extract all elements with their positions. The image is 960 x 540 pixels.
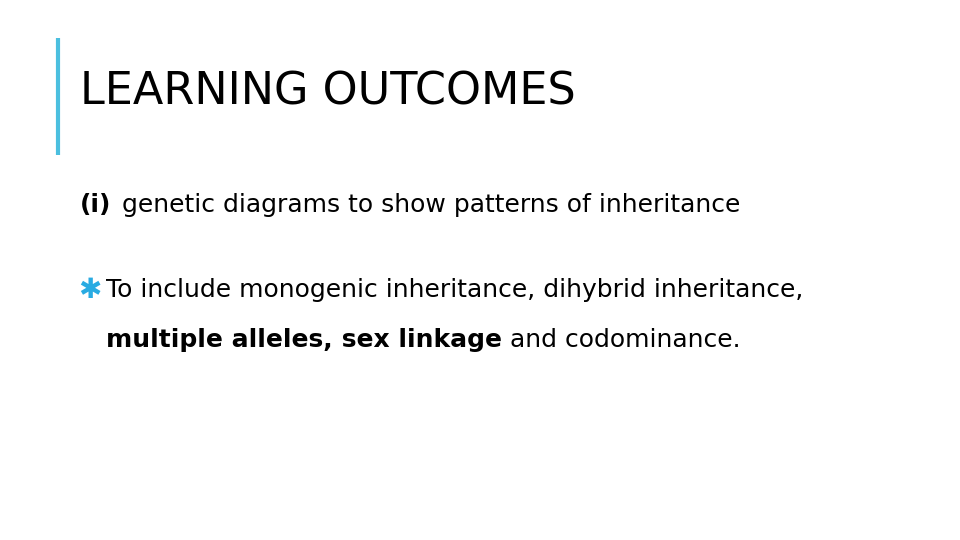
Text: multiple alleles,: multiple alleles,	[106, 328, 332, 352]
Text: and codominance.: and codominance.	[502, 328, 740, 352]
Text: genetic diagrams to show patterns of inheritance: genetic diagrams to show patterns of inh…	[114, 193, 741, 217]
Text: ✱: ✱	[78, 276, 101, 304]
Text: To include monogenic inheritance, dihybrid inheritance,: To include monogenic inheritance, dihybr…	[106, 278, 804, 302]
Text: LEARNING OUTCOMES: LEARNING OUTCOMES	[80, 71, 576, 113]
Text: sex linkage: sex linkage	[332, 328, 502, 352]
Text: (i): (i)	[80, 193, 111, 217]
